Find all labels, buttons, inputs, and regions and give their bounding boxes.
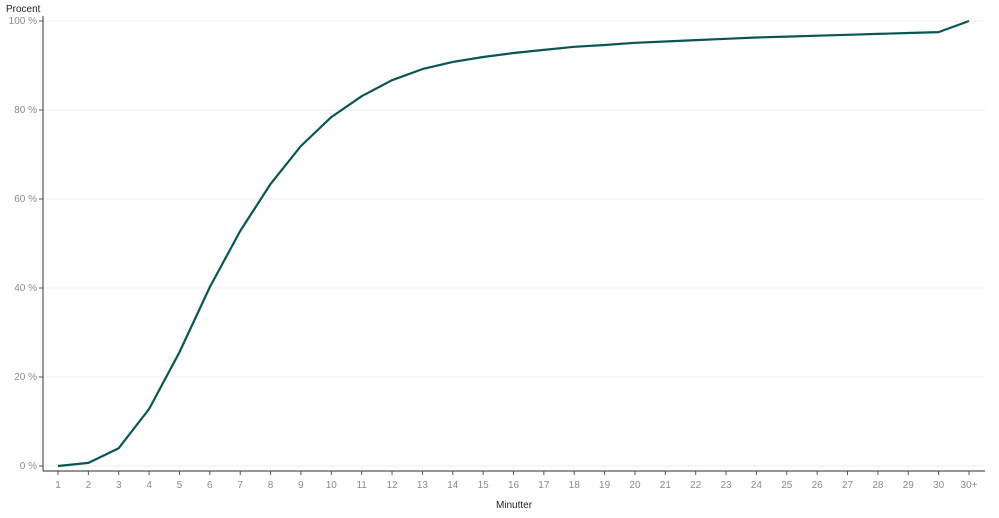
x-tick-label: 20 [629, 480, 641, 491]
x-axis-title: Minutter [496, 500, 533, 511]
x-tick-label: 15 [478, 480, 490, 491]
y-tick-label: 80 % [14, 105, 37, 116]
x-tick-label: 7 [237, 480, 243, 491]
x-tick-label: 5 [177, 480, 183, 491]
x-tick-label: 6 [207, 480, 213, 491]
x-tick-label: 16 [508, 480, 520, 491]
x-tick-label: 21 [660, 480, 672, 491]
x-tick-label: 1 [55, 480, 61, 491]
x-tick-label: 4 [146, 480, 152, 491]
x-tick-label: 19 [599, 480, 611, 491]
x-tick-label: 24 [751, 480, 763, 491]
x-tick-label: 11 [356, 480, 367, 491]
x-tick-label: 8 [268, 480, 274, 491]
y-tick-label: 40 % [14, 283, 37, 294]
x-tick-label: 26 [812, 480, 824, 491]
x-tick-label: 30 [933, 480, 945, 491]
x-tick-label: 18 [569, 480, 581, 491]
x-tick-label: 12 [386, 480, 398, 491]
x-tick-label: 25 [781, 480, 793, 491]
x-tick-label: 30+ [961, 480, 978, 491]
y-tick-label: 20 % [14, 372, 37, 383]
x-tick-label: 29 [903, 480, 915, 491]
y-tick-label: 60 % [14, 194, 37, 205]
x-tick-label: 3 [116, 480, 122, 491]
series-line [57, 19, 970, 468]
x-tick-label: 13 [417, 480, 429, 491]
y-tick-label: 0 % [20, 461, 37, 472]
y-axis-title: Procent [6, 4, 41, 15]
x-tick-label: 27 [842, 480, 854, 491]
x-tick-label: 9 [298, 480, 304, 491]
x-tick-label: 17 [538, 480, 550, 491]
x-tick-label: 2 [86, 480, 92, 491]
x-tick-label: 10 [326, 480, 338, 491]
x-tick-label: 22 [690, 480, 702, 491]
x-tick-label: 28 [872, 480, 884, 491]
x-tick-label: 23 [721, 480, 733, 491]
y-tick-label: 100 % [9, 16, 37, 27]
x-tick-label: 14 [447, 480, 459, 491]
